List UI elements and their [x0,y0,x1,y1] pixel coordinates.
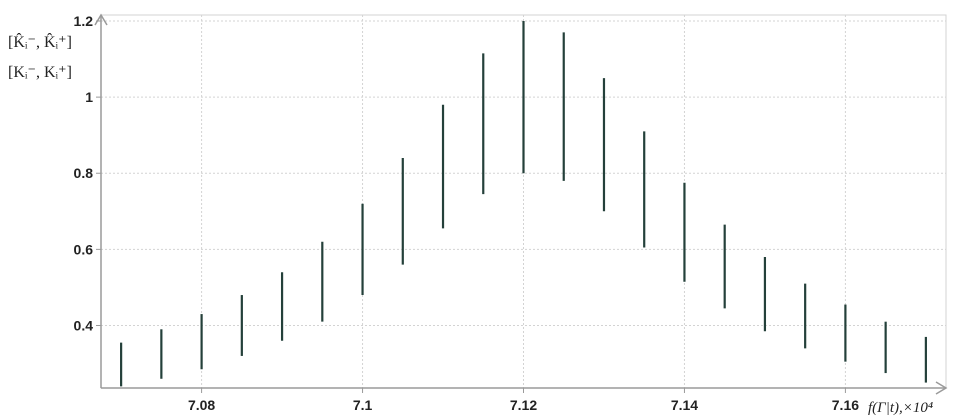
x-tick-label: 7.14 [671,397,698,413]
x-tick-label: 7.16 [832,397,859,413]
x-tick-label: 7.08 [188,397,215,413]
y-tick-label: 0.4 [74,317,94,333]
y-axis-label-line-2: [Kᵢ⁻, Kᵢ⁺] [8,64,72,81]
y-tick-label: 0.8 [74,165,94,181]
y-tick-label: 1.2 [74,13,94,29]
x-axis-arrow-icon [935,381,948,395]
y-tick-label: 0.6 [74,241,94,257]
y-axis-label-line-1: [K̂ᵢ⁻, K̂ᵢ⁺] [8,34,72,51]
x-tick-label: 7.1 [353,397,373,413]
y-axis-arrow-icon [94,13,108,26]
x-tick-label: 7.12 [510,397,537,413]
y-tick-label: 1 [85,89,93,105]
x-axis-label: f(Γ|t),×10⁴ [868,400,934,416]
